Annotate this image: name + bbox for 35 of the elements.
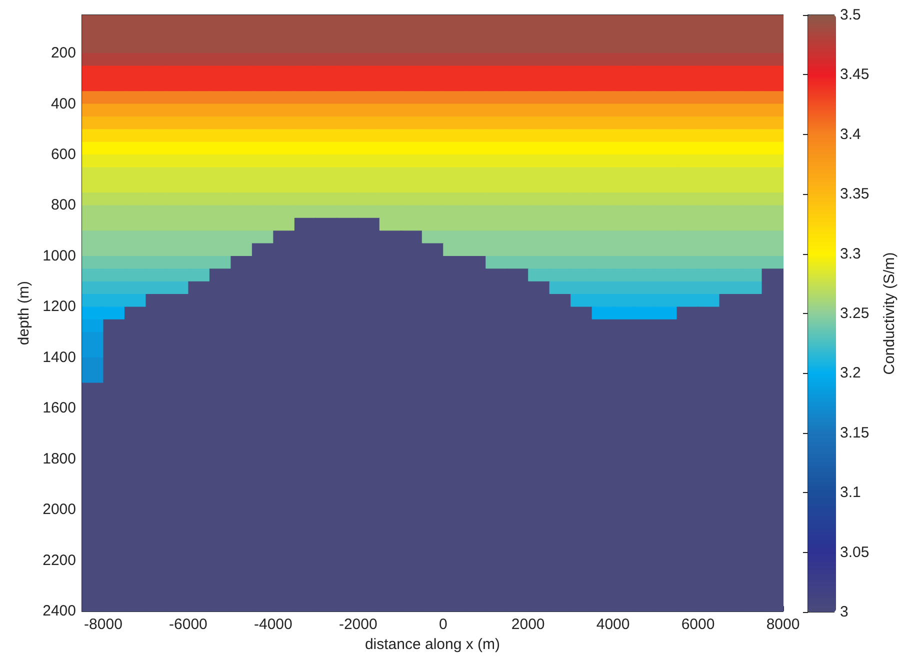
y-tick-label: 1200 [42,298,76,316]
color-bar-label: 3.5 [840,6,861,24]
color-bar-label: 3.15 [840,424,870,442]
y-tick-label: 1400 [42,348,76,366]
y-tick-label: 2400 [42,602,76,620]
color-bar-label: 3.05 [840,544,870,561]
color-bar-label: 3.45 [840,66,870,84]
y-tick-label: 400 [50,95,76,112]
y-tick-label: 2000 [42,501,76,518]
color-bar-label: 3.2 [840,364,861,382]
x-tick-label: -8000 [84,616,122,634]
x-tick-label: 8000 [766,616,800,634]
x-tick-label: 4000 [596,616,630,634]
color-bar-label: 3.1 [840,484,861,502]
color-bar-label: 3.25 [840,305,870,322]
x-tick-label: 2000 [511,616,545,634]
x-axis-title: distance along x (m) [364,636,500,653]
y-axis-title: depth (m) [16,280,33,346]
x-tick-label: -2000 [338,616,378,634]
x-tick-label: 0 [438,616,448,634]
x-tick-label: 6000 [681,616,715,634]
y-tick-label: 200 [50,44,76,62]
color-bar-label: 3.35 [840,186,870,203]
color-bar-label: 3.4 [840,126,861,143]
color-bar-label: 3.3 [840,245,861,262]
y-tick-label: 600 [50,146,76,164]
color-bar-label: 3 [840,604,848,620]
x-tick-label: -4000 [254,616,292,634]
y-tick-label: 1600 [42,400,76,417]
y-tick-label: 1800 [42,450,76,468]
x-tick-label: -6000 [169,616,208,634]
y-tick-label: 1000 [42,247,76,264]
y-tick-label: 2200 [42,552,76,569]
y-tick-label: 800 [50,196,76,214]
color-bar-title: Conductivity (S/m) [881,252,898,375]
